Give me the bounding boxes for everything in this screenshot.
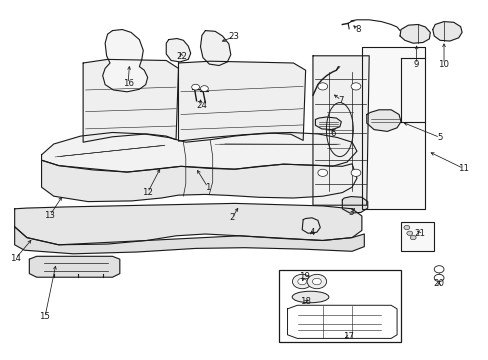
Polygon shape (361, 47, 425, 209)
Text: 16: 16 (122, 79, 133, 88)
Circle shape (191, 84, 199, 90)
Polygon shape (342, 197, 367, 213)
Text: 21: 21 (413, 229, 424, 238)
Text: 11: 11 (457, 164, 468, 173)
FancyBboxPatch shape (278, 270, 400, 342)
Polygon shape (312, 56, 368, 205)
Circle shape (317, 83, 327, 90)
Polygon shape (15, 203, 361, 245)
Text: 1: 1 (204, 183, 210, 192)
Polygon shape (200, 31, 230, 66)
Text: 19: 19 (298, 272, 309, 281)
Text: 13: 13 (44, 211, 55, 220)
Text: 7: 7 (338, 96, 344, 105)
Circle shape (306, 274, 326, 289)
Text: 9: 9 (413, 59, 418, 68)
Text: 14: 14 (10, 254, 21, 263)
Text: 24: 24 (196, 100, 206, 109)
Text: 4: 4 (308, 228, 314, 237)
Circle shape (409, 235, 415, 240)
Circle shape (433, 274, 443, 282)
Polygon shape (399, 24, 429, 43)
Text: 15: 15 (40, 312, 50, 321)
Circle shape (350, 169, 360, 176)
Polygon shape (41, 160, 356, 202)
Text: 10: 10 (438, 59, 448, 68)
Text: 18: 18 (300, 297, 310, 306)
Circle shape (312, 278, 321, 285)
Text: 6: 6 (330, 129, 336, 138)
Circle shape (297, 278, 306, 285)
Text: 8: 8 (354, 25, 360, 34)
Ellipse shape (292, 291, 328, 303)
Circle shape (403, 225, 409, 230)
Polygon shape (166, 39, 190, 62)
Text: 3: 3 (347, 208, 353, 217)
Polygon shape (178, 61, 305, 141)
Polygon shape (287, 305, 396, 338)
Circle shape (350, 83, 360, 90)
Circle shape (200, 86, 208, 91)
Polygon shape (83, 59, 178, 142)
Text: 17: 17 (342, 332, 353, 341)
Text: 23: 23 (228, 32, 239, 41)
Text: 12: 12 (142, 188, 153, 197)
Text: 22: 22 (176, 52, 187, 61)
Circle shape (433, 266, 443, 273)
Polygon shape (315, 117, 341, 130)
Polygon shape (432, 22, 461, 41)
Polygon shape (15, 227, 364, 254)
Text: 20: 20 (433, 279, 444, 288)
Text: 5: 5 (436, 133, 442, 142)
FancyBboxPatch shape (400, 222, 433, 251)
Circle shape (292, 274, 311, 289)
Text: 2: 2 (229, 213, 235, 222)
Polygon shape (29, 256, 120, 277)
Circle shape (317, 169, 327, 176)
Polygon shape (302, 218, 320, 233)
Polygon shape (366, 110, 400, 131)
Circle shape (406, 231, 412, 235)
Polygon shape (102, 30, 147, 92)
Polygon shape (41, 132, 356, 172)
